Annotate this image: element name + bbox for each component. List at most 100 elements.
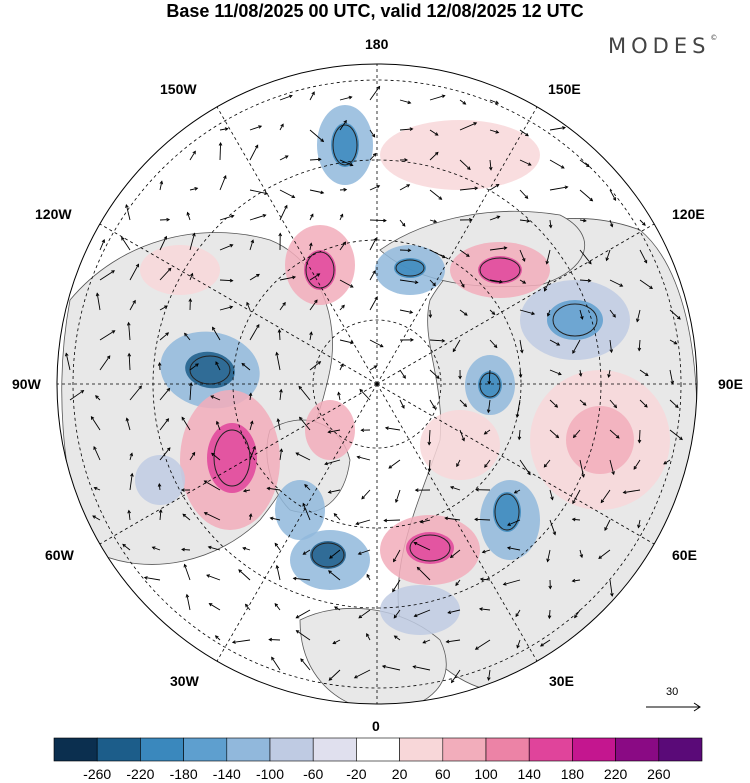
colorbar-tick-label: -20	[346, 766, 367, 782]
wind-vector-187	[669, 399, 679, 409]
wind-vector-217	[356, 455, 371, 461]
figure-title: Base 11/08/2025 00 UTC, valid 12/08/2025…	[166, 1, 584, 21]
wind-vector-143	[609, 339, 614, 354]
wind-vector-51	[159, 217, 171, 222]
wind-vector-320	[422, 639, 431, 644]
wind-vector-239	[414, 488, 431, 492]
wind-vector-44	[459, 186, 479, 191]
wind-vector-36	[219, 175, 227, 191]
wind-vector-188	[90, 415, 101, 431]
wind-vector-256	[355, 519, 371, 526]
colorbar-swatch-4	[226, 737, 271, 762]
wind-vector-84	[579, 249, 592, 265]
wind-vector-225	[609, 459, 615, 476]
wind-vector-192	[215, 420, 221, 431]
wind-vector-63	[519, 219, 531, 223]
colorbar-swatch-3	[183, 737, 228, 762]
wind-vector-16	[459, 122, 478, 131]
colorbar-tick-label: 20	[391, 766, 408, 782]
lon-label-30e: 30E	[549, 673, 574, 689]
wind-vector-6	[459, 99, 467, 105]
wind-vector-211	[189, 451, 196, 461]
wind-vector-35	[189, 187, 199, 191]
wind-vector-313	[214, 635, 221, 641]
wind-vector-19	[549, 126, 566, 131]
wind-vector-185	[609, 399, 618, 409]
wind-vector-203	[549, 429, 560, 439]
meridian-10	[376, 106, 538, 385]
wind-vector-42	[399, 184, 411, 191]
map-border	[56, 63, 698, 705]
colorbar-tick-label: -260	[83, 766, 112, 782]
wind-vector-54	[249, 214, 267, 221]
anomaly-blob-1	[331, 123, 359, 167]
wind-vector-158	[429, 369, 440, 379]
wind-vector-100	[489, 279, 504, 284]
wind-vector-74	[278, 232, 283, 251]
anomaly-blob-21	[394, 258, 426, 278]
wind-vector-48	[579, 189, 594, 202]
wind-vector-171	[189, 382, 193, 401]
wind-vector-45	[489, 184, 500, 191]
reference-vector-label: 30	[666, 686, 679, 698]
wind-vector-283	[143, 576, 161, 581]
wind-vector-25	[339, 159, 354, 167]
wind-vector-230	[157, 483, 162, 491]
lon-label-120e: 120E	[672, 206, 705, 222]
wind-vector-170	[159, 387, 171, 401]
wind-vector-248	[127, 509, 131, 521]
wind-vector-75	[309, 242, 313, 251]
colorbar-swatch-2	[140, 737, 184, 762]
wind-vector-232	[203, 480, 221, 491]
anomaly-blob-3	[185, 351, 235, 389]
wind-vector-231	[180, 488, 191, 492]
wind-vector-132	[277, 328, 282, 341]
wind-vector-13	[369, 129, 376, 138]
colorbar-swatch-0	[53, 737, 98, 762]
wind-vector-28	[429, 151, 439, 161]
wind-vector-141	[549, 339, 561, 346]
wind-vector-90	[189, 272, 194, 281]
wind-vector-105	[639, 279, 653, 290]
colorbar-swatch-9	[442, 737, 487, 762]
wind-vector-166	[669, 369, 675, 385]
wind-vector-253	[269, 516, 281, 521]
wind-vector-216	[324, 459, 341, 466]
wind-vector-178	[399, 399, 405, 409]
anomaly-blob-28	[135, 455, 185, 505]
wind-vector-57	[339, 213, 344, 221]
wind-vector-127	[126, 321, 131, 341]
wind-vector-30	[488, 159, 493, 171]
wind-vector-76	[339, 241, 347, 251]
wind-vector-302	[274, 602, 281, 611]
wind-vector-4	[399, 99, 412, 105]
wind-vector-60	[429, 219, 438, 223]
wind-vector-26	[369, 152, 377, 161]
wind-vector-200	[459, 429, 465, 442]
wind-vector-73	[249, 239, 255, 251]
wind-vector-138	[452, 339, 461, 353]
wind-vector-172	[210, 395, 221, 401]
wind-vector-327	[328, 669, 341, 681]
wind-vector-277	[449, 549, 461, 559]
anomaly-blob-29	[420, 410, 500, 480]
wind-vector-114	[339, 304, 345, 311]
wind-vector-224	[579, 459, 585, 478]
wind-vector-257	[383, 518, 401, 523]
wind-vector-181	[486, 399, 491, 414]
wind-vector-29	[459, 159, 471, 171]
wind-vector-152	[241, 362, 251, 371]
wind-vector-247	[92, 515, 101, 521]
wind-vector-278	[481, 549, 491, 554]
wind-vector-89	[159, 267, 172, 281]
wind-vector-144	[637, 339, 642, 352]
brand-logo: MODES©	[608, 34, 717, 58]
wind-vector-249	[158, 509, 163, 521]
contour-0	[332, 124, 358, 166]
wind-vector-83	[545, 249, 551, 265]
anomaly-field	[135, 105, 670, 635]
wind-vector-9	[249, 125, 263, 131]
wind-vector-307	[413, 609, 431, 618]
wind-vector-17	[489, 129, 500, 134]
